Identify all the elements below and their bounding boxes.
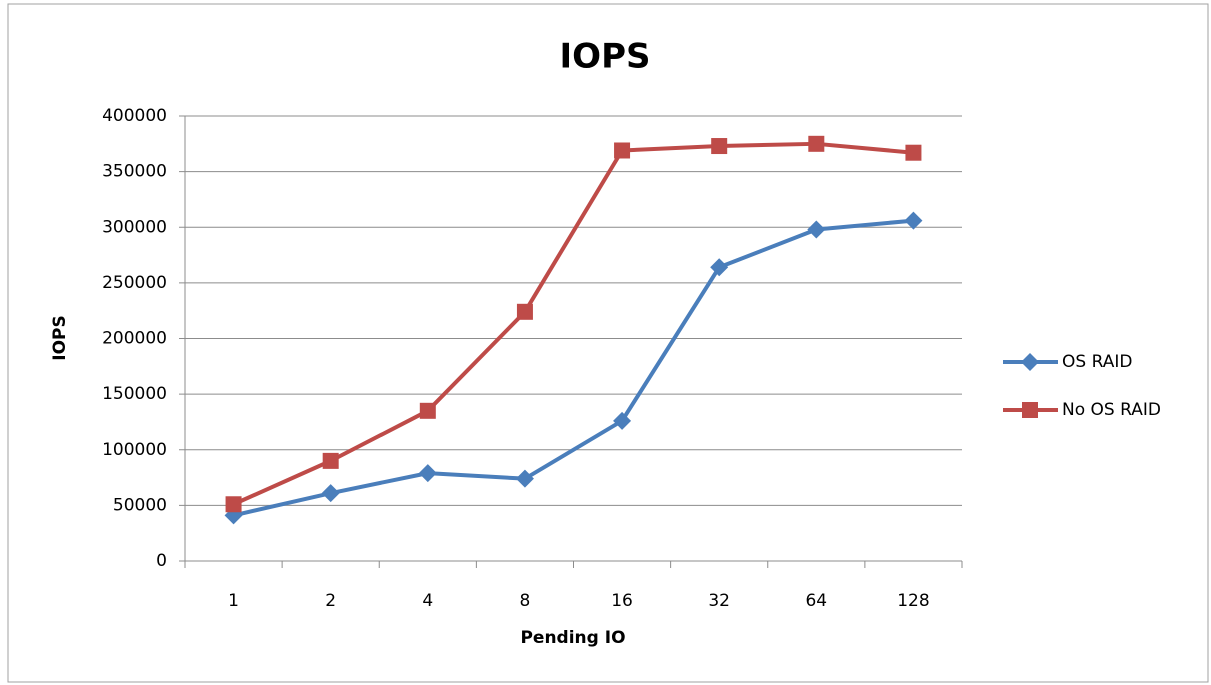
- data-point: [614, 142, 631, 159]
- data-point: [807, 220, 826, 239]
- data-point: [515, 469, 534, 488]
- data-point: [321, 484, 340, 503]
- chart-border: [7, 3, 1209, 683]
- data-point: [418, 464, 437, 483]
- x-tick-label: 32: [708, 591, 730, 611]
- x-tick-label: 128: [897, 591, 929, 611]
- data-point: [419, 402, 436, 419]
- x-tick-label: 2: [325, 591, 336, 611]
- legend-label: No OS RAID: [1062, 400, 1161, 420]
- x-tick-label: 64: [805, 591, 827, 611]
- data-point: [808, 135, 825, 152]
- data-point: [711, 138, 728, 155]
- legend-marker: [1021, 353, 1039, 371]
- x-tick-label: 1: [228, 591, 239, 611]
- y-tick-label: 250000: [102, 273, 167, 293]
- y-tick-label: 0: [156, 551, 167, 571]
- y-tick-label: 50000: [113, 495, 167, 515]
- data-point: [516, 303, 533, 320]
- data-point: [710, 258, 729, 277]
- legend-marker: [1022, 402, 1038, 418]
- data-point: [904, 211, 923, 230]
- y-tick-label: 300000: [102, 217, 167, 237]
- data-point: [322, 452, 339, 469]
- chart-title: IOPS: [560, 37, 651, 77]
- y-tick-label: 200000: [102, 329, 167, 349]
- y-tick-label: 100000: [102, 440, 167, 460]
- x-tick-label: 4: [422, 591, 433, 611]
- x-axis-title: Pending IO: [520, 628, 625, 648]
- y-tick-label: 350000: [102, 162, 167, 182]
- y-tick-label: 400000: [102, 106, 167, 126]
- data-point: [905, 144, 922, 161]
- series-line: [233, 218, 914, 518]
- y-axis-title: IOPS: [50, 315, 70, 360]
- legend-label: OS RAID: [1062, 352, 1132, 372]
- x-tick-label: 8: [520, 591, 531, 611]
- series-line: [232, 141, 914, 507]
- x-tick-label: 16: [611, 591, 633, 611]
- data-point: [613, 411, 632, 430]
- data-point: [225, 496, 242, 513]
- y-tick-label: 150000: [102, 384, 167, 404]
